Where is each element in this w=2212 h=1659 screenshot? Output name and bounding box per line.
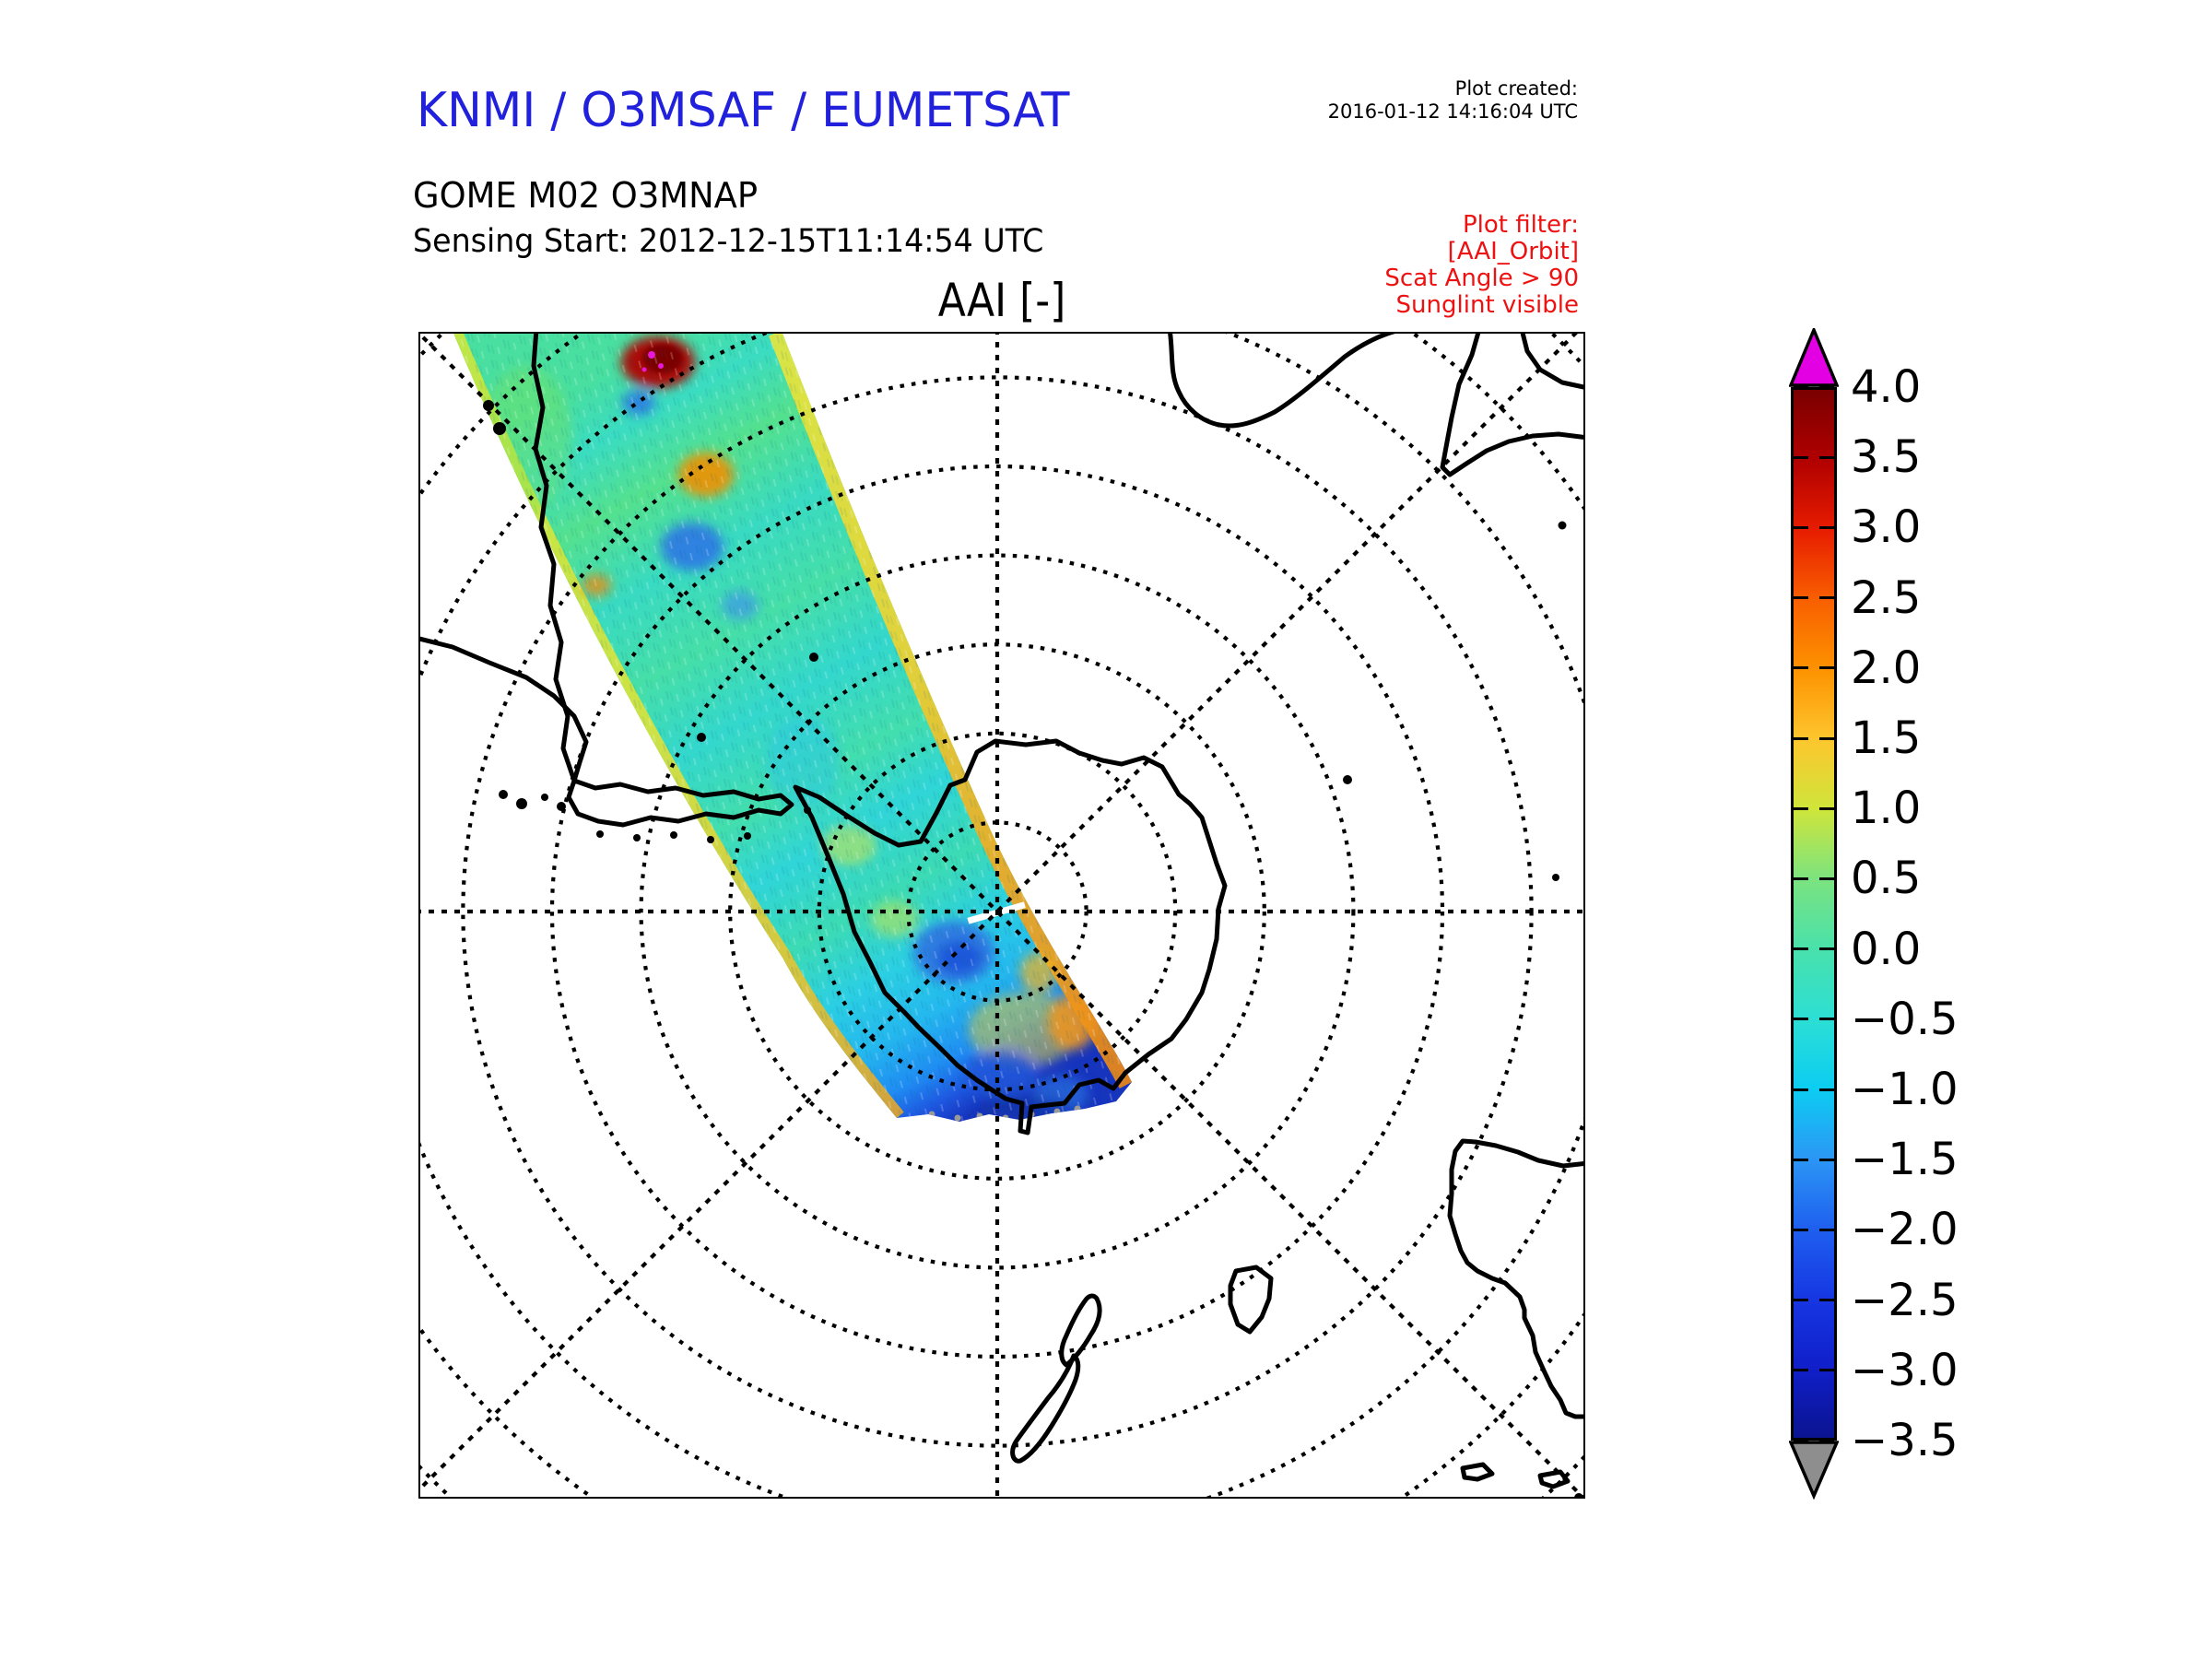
colorbar-under-arrow	[1789, 1441, 1839, 1500]
colorbar-tick	[1794, 525, 1808, 529]
colorbar-tick	[1794, 1299, 1808, 1302]
colorbar: 4.0 3.5 3.0 2.5 2.0 1.5 1.0 0.5 0.0 −0.5 −1.0 −1.5 −…	[1789, 328, 2176, 1517]
colorbar-tick	[1819, 385, 1834, 389]
colorbar-over-arrow	[1789, 328, 1839, 387]
colorbar-tick-label: −1.5	[1851, 1134, 1959, 1186]
colorbar-tick-label: 2.5	[1851, 571, 1922, 624]
colorbar-tick	[1794, 736, 1808, 740]
colorbar-tick	[1819, 1299, 1834, 1302]
colorbar-tick	[1794, 947, 1808, 951]
colorbar-tick-label: −0.5	[1851, 993, 1959, 1045]
coastline-africa	[1167, 332, 1404, 429]
plot-filter-block: Plot filter: [AAI_Orbit] Scat Angle > 90…	[1210, 212, 1579, 319]
colorbar-tick	[1794, 1088, 1808, 1091]
colorbar-tick	[1794, 596, 1808, 600]
colorbar-tick-label: 3.5	[1851, 431, 1922, 484]
coastline-new-zealand-south	[1010, 1353, 1081, 1464]
colorbar-gradient-bar	[1791, 387, 1837, 1441]
colorbar-tick	[1819, 455, 1834, 459]
colorbar-tick	[1794, 806, 1808, 810]
coastline-new-zealand-north	[1059, 1293, 1102, 1368]
colorbar-tick	[1819, 877, 1834, 880]
colorbar-tick	[1819, 1158, 1834, 1161]
islets-bottom-right	[1460, 1462, 1583, 1499]
colorbar-tick	[1819, 666, 1834, 670]
sensing-start-line: Sensing Start: 2012-12-15T11:14:54 UTC	[413, 223, 1044, 260]
colorbar-tick-label: −1.0	[1851, 1064, 1959, 1115]
plot-filter-line-1: Plot filter:	[1462, 211, 1579, 239]
colorbar-tick-label: −2.0	[1851, 1204, 1959, 1256]
plot-filter-line-2: [AAI_Orbit]	[1447, 238, 1579, 265]
colorbar-tick-label: 1.0	[1851, 782, 1922, 835]
swath-noise-overlay	[453, 332, 1132, 1122]
colorbar-tick-label: −2.5	[1851, 1274, 1959, 1326]
coastline-tierra-del-fuego	[566, 778, 794, 828]
islets-atlantic	[483, 400, 1567, 881]
plot-created-timestamp: 2016-01-12 14:16:04 UTC	[1327, 100, 1578, 123]
colorbar-tick	[1819, 1088, 1834, 1091]
plot-filter-line-3: Scat Angle > 90	[1384, 265, 1579, 292]
colorbar-tick	[1819, 1228, 1834, 1231]
colorbar-tick	[1794, 877, 1808, 880]
colorbar-tick	[1794, 455, 1808, 459]
colorbar-tick-label: 0.5	[1851, 853, 1922, 905]
colorbar-tick	[1794, 1018, 1808, 1021]
colorbar-tick	[1794, 1158, 1808, 1161]
colorbar-tick	[1794, 666, 1808, 670]
map-plot	[416, 329, 1588, 1501]
latitude-circle	[728, 642, 1266, 1181]
colorbar-tick-label: 2.0	[1851, 641, 1922, 694]
colorbar-tick-label: 4.0	[1851, 361, 1922, 413]
latitude-circle	[639, 553, 1356, 1270]
colorbar-tick	[1794, 385, 1808, 389]
colorbar-tick	[1819, 947, 1834, 951]
coastline-south-america-atlantic	[418, 636, 589, 783]
coastline-australia	[1447, 1138, 1585, 1419]
coastline-tasmania	[1228, 1265, 1274, 1335]
latitude-circle	[817, 731, 1178, 1092]
product-line: GOME M02 O3MNAP	[413, 175, 759, 216]
plot-filter-line-4: Sunglint visible	[1395, 291, 1579, 319]
plot-created-label: Plot created:	[1454, 77, 1578, 100]
colorbar-tick	[1794, 1228, 1808, 1231]
coastline-madagascar	[1440, 332, 1585, 477]
colorbar-tick	[1819, 736, 1834, 740]
plot-created-block: Plot created: 2016-01-12 14:16:04 UTC	[1189, 77, 1578, 124]
colorbar-tick	[1819, 806, 1834, 810]
colorbar-tick	[1819, 1018, 1834, 1021]
colorbar-tick	[1819, 596, 1834, 600]
colorbar-tick	[1794, 1439, 1808, 1442]
colorbar-tick-label: 1.5	[1851, 712, 1922, 764]
colorbar-tick	[1819, 1369, 1834, 1372]
coastline-antarctica	[793, 738, 1228, 1135]
graticule	[418, 332, 1585, 1499]
colorbar-tick	[1794, 1369, 1808, 1372]
colorbar-tick-label: 3.0	[1851, 501, 1922, 554]
meridian-lines	[418, 332, 1585, 1499]
colorbar-tick-label: 0.0	[1851, 923, 1922, 975]
colorbar-tick-label: −3.5	[1851, 1415, 1959, 1466]
colorbar-tick-label: −3.0	[1851, 1344, 1959, 1396]
coastlines	[418, 332, 1585, 1499]
colorbar-tick	[1819, 525, 1834, 529]
satellite-swath	[453, 332, 1132, 1122]
coastline-south-america-pacific	[531, 332, 577, 783]
latitude-circle	[549, 464, 1445, 1359]
latitude-circle	[461, 375, 1534, 1448]
map-title: AAI [-]	[937, 274, 1066, 327]
colorbar-tick	[1819, 1439, 1834, 1442]
polar-map-canvas	[418, 332, 1585, 1499]
page-title: KNMI / O3MSAF / EUMETSAT	[417, 83, 1070, 138]
coastline-africa-corner	[1520, 332, 1585, 390]
